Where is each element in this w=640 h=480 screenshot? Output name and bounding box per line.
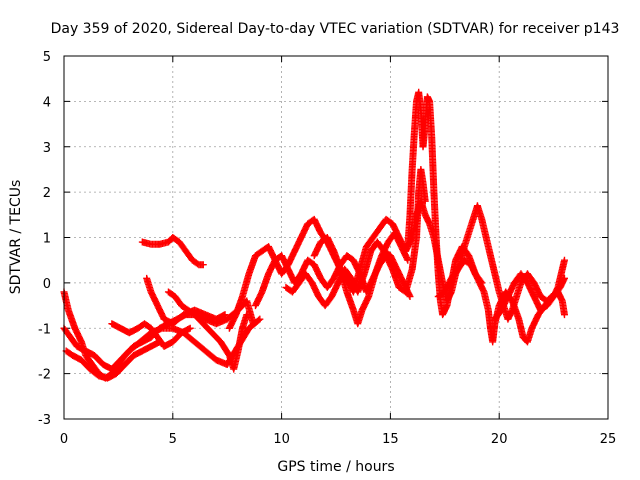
data-point	[406, 292, 414, 300]
y-tick-label: 3	[43, 141, 51, 156]
data-point	[186, 324, 194, 332]
data-point	[256, 315, 264, 323]
x-tick-label: 25	[600, 432, 617, 447]
x-axis-label: GPS time / hours	[277, 459, 394, 475]
grid	[64, 56, 608, 419]
data-point	[243, 311, 251, 319]
y-tick-label: 5	[43, 50, 51, 65]
plot-frame	[63, 55, 609, 420]
data-point	[560, 311, 568, 319]
y-axis-ticks: -3 -2 -1 0 1 2 3 4 5	[38, 50, 608, 428]
y-tick-label: 0	[43, 277, 51, 292]
data-point	[560, 256, 568, 264]
data-point	[221, 311, 229, 319]
y-tick-label: -3	[38, 413, 51, 428]
y-tick-label: 1	[43, 232, 51, 247]
y-tick-label: 4	[43, 95, 51, 110]
data-point	[560, 274, 568, 282]
data-point	[404, 256, 412, 264]
data-points	[60, 88, 568, 382]
x-tick-label: 5	[169, 432, 177, 447]
x-axis-ticks: 0 5 10 15 20 25	[60, 56, 616, 447]
x-tick-label: 15	[382, 432, 399, 447]
data-point	[199, 261, 207, 269]
data-point	[421, 197, 429, 205]
y-tick-label: -1	[38, 322, 51, 337]
y-tick-label: -2	[38, 368, 51, 383]
x-tick-label: 10	[273, 432, 290, 447]
y-tick-label: 2	[43, 186, 51, 201]
chart-title: Day 359 of 2020, Sidereal Day-to-day VTE…	[51, 21, 620, 37]
data-point	[255, 316, 263, 324]
y-axis-label: SDTVAR / TECUs	[8, 180, 24, 295]
x-tick-label: 20	[491, 432, 508, 447]
x-tick-label: 0	[60, 432, 68, 447]
